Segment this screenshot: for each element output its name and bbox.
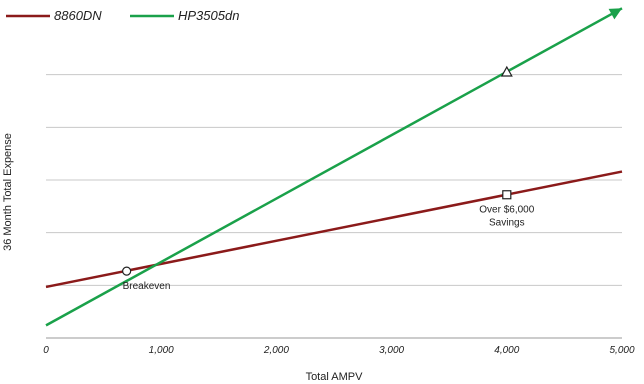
legend-item-8860dn: 8860DN [6, 8, 102, 23]
legend-label: 8860DN [54, 8, 102, 23]
legend-item-hp3505dn: HP3505dn [130, 8, 239, 23]
series-line-hp3505dn [45, 7, 623, 327]
annotations: Breakeven Over $6,000 Savings [123, 205, 535, 292]
x-tick-label: 5,000 [609, 345, 634, 356]
x-tick-labels: 0 1,000 2,000 3,000 4,000 5,000 [43, 345, 635, 356]
savings-label: Over $6,000 Savings [479, 205, 534, 229]
legend: 8860DN HP3505dn [6, 8, 239, 23]
breakeven-marker [122, 266, 132, 276]
x-axis-title: Total AMPV [306, 371, 364, 383]
triangle-marker [500, 65, 513, 77]
breakeven-label: Breakeven [123, 281, 171, 292]
x-tick-label: 1,000 [149, 345, 174, 356]
marker-layer [122, 65, 513, 276]
x-tick-label: 2,000 [263, 345, 289, 356]
savings-marker [502, 190, 512, 200]
gridlines [46, 74, 622, 286]
series-layer [45, 7, 623, 327]
x-tick-label: 4,000 [494, 345, 519, 356]
legend-label: HP3505dn [178, 8, 239, 23]
x-tick-label: 3,000 [379, 345, 404, 356]
series-line-8860dn [45, 170, 623, 289]
y-axis-title: 36 Month Total Expense [2, 133, 14, 251]
x-tick-label: 0 [43, 345, 49, 356]
series-arrowhead-hp3505dn [608, 8, 622, 20]
